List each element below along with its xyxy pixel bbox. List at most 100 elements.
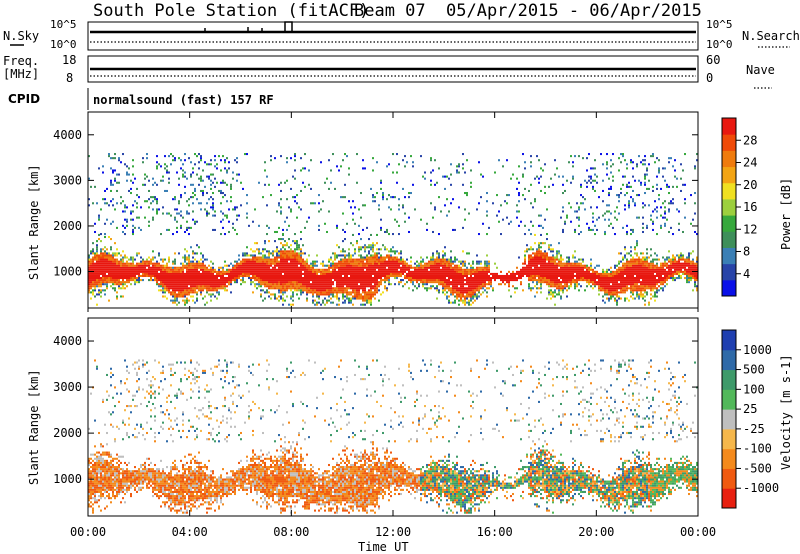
heatmap-cell: [200, 287, 202, 290]
heatmap-cell: [204, 208, 206, 211]
heatmap-cell: [598, 277, 600, 280]
heatmap-cell: [196, 272, 198, 275]
heatmap-cell: [134, 177, 136, 180]
heatmap-cell: [508, 277, 510, 280]
heatmap-cell: [418, 264, 420, 267]
heatmap-cell: [436, 270, 438, 273]
heatmap-cell: [544, 268, 546, 271]
heatmap-cell: [612, 274, 614, 278]
heatmap-cell: [408, 274, 410, 278]
heatmap-cell: [380, 283, 382, 286]
heatmap-cell: [466, 301, 468, 304]
heatmap-cell: [320, 283, 322, 286]
heatmap-cell: [226, 169, 228, 172]
heatmap-cell: [450, 270, 452, 273]
heatmap-cell: [586, 264, 588, 267]
heatmap-cell: [410, 264, 412, 267]
heatmap-cell: [394, 270, 396, 273]
heatmap-cell: [346, 289, 348, 292]
heatmap-cell: [212, 191, 214, 195]
heatmap-cell: [508, 289, 510, 292]
heatmap-cell: [472, 289, 474, 292]
heatmap-cell: [392, 233, 394, 236]
heatmap-cell: [444, 187, 446, 190]
heatmap-cell: [168, 171, 170, 174]
heatmap-cell: [476, 283, 478, 286]
heatmap-cell: [94, 266, 96, 269]
heatmap-cell: [278, 277, 280, 280]
heatmap-cell: [122, 264, 124, 267]
heatmap-cell: [532, 252, 534, 255]
heatmap-cell: [604, 218, 606, 221]
heatmap-cell: [608, 291, 610, 294]
heatmap-cell: [548, 248, 550, 251]
heatmap-cell: [606, 277, 608, 280]
heatmap-cell: [464, 289, 466, 292]
heatmap-cell: [308, 283, 310, 286]
heatmap-cell: [466, 281, 468, 284]
heatmap-cell: [592, 179, 594, 182]
heatmap-cell: [104, 279, 106, 282]
heatmap-cell: [108, 272, 110, 275]
heatmap-cell: [484, 266, 486, 269]
heatmap-cell: [520, 220, 522, 223]
heatmap-cell: [116, 272, 118, 275]
heatmap-cell: [458, 260, 460, 263]
heatmap-cell: [546, 274, 548, 278]
heatmap-cell: [88, 262, 90, 265]
heatmap-cell: [280, 256, 282, 259]
heatmap-cell: [128, 277, 130, 280]
heatmap-cell: [240, 268, 242, 271]
heatmap-cell: [422, 175, 424, 178]
heatmap-cell: [330, 279, 332, 282]
heatmap-cell: [132, 181, 134, 184]
heatmap-cell: [172, 274, 174, 278]
heatmap-cell: [512, 173, 514, 176]
heatmap-cell: [446, 272, 448, 275]
heatmap-cell: [256, 277, 258, 280]
heatmap-cell: [444, 254, 446, 257]
heatmap-cell: [344, 250, 346, 253]
heatmap-cell: [430, 256, 432, 259]
heatmap-cell: [592, 216, 594, 219]
heatmap-cell: [490, 285, 492, 288]
heatmap-cell: [302, 262, 304, 265]
heatmap-cell: [468, 252, 470, 255]
heatmap-cell: [458, 171, 460, 174]
heatmap-cell: [368, 283, 370, 286]
heatmap-cell: [246, 260, 248, 263]
heatmap-cell: [532, 260, 534, 263]
heatmap-cell: [350, 281, 352, 284]
heatmap-cell: [366, 246, 368, 249]
heatmap-cell: [180, 194, 182, 197]
heatmap-cell: [376, 279, 378, 282]
heatmap-cell: [552, 272, 554, 275]
heatmap-cell: [104, 202, 106, 205]
heatmap-cell: [114, 283, 116, 286]
heatmap-cell: [576, 216, 578, 219]
heatmap-cell: [294, 285, 296, 288]
heatmap-cell: [250, 264, 252, 267]
heatmap-cell: [520, 268, 522, 271]
heatmap-cell: [584, 279, 586, 282]
heatmap-cell: [176, 274, 178, 278]
heatmap-cell: [574, 266, 576, 269]
heatmap-cell: [98, 274, 100, 278]
heatmap-cell: [192, 270, 194, 273]
heatmap-cell: [592, 185, 594, 188]
heatmap-cell: [274, 262, 276, 265]
heatmap-cell: [236, 206, 238, 209]
heatmap-cell: [136, 254, 138, 257]
heatmap-cell: [540, 281, 542, 284]
heatmap-cell: [192, 274, 194, 278]
heatmap-cell: [482, 270, 484, 273]
heatmap-cell: [130, 218, 132, 221]
heatmap-cell: [452, 289, 454, 292]
heatmap-cell: [446, 281, 448, 284]
heatmap-cell: [412, 266, 414, 269]
heatmap-cell: [196, 299, 198, 302]
heatmap-cell: [558, 291, 560, 294]
heatmap-cell: [196, 198, 198, 201]
heatmap-cell: [232, 274, 234, 278]
